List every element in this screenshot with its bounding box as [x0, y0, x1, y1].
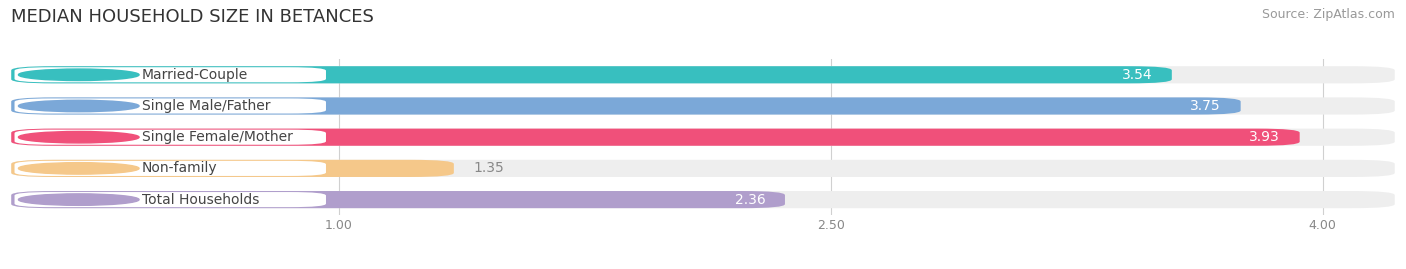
Circle shape — [18, 163, 139, 174]
FancyBboxPatch shape — [14, 67, 326, 82]
Text: Single Female/Mother: Single Female/Mother — [142, 130, 292, 144]
FancyBboxPatch shape — [11, 66, 1395, 83]
FancyBboxPatch shape — [14, 130, 326, 145]
FancyBboxPatch shape — [11, 129, 1395, 146]
Text: MEDIAN HOUSEHOLD SIZE IN BETANCES: MEDIAN HOUSEHOLD SIZE IN BETANCES — [11, 8, 374, 26]
Circle shape — [18, 194, 139, 205]
Circle shape — [18, 100, 139, 112]
Text: 1.35: 1.35 — [474, 161, 505, 175]
FancyBboxPatch shape — [14, 98, 326, 114]
Text: Source: ZipAtlas.com: Source: ZipAtlas.com — [1261, 8, 1395, 21]
Circle shape — [18, 69, 139, 80]
FancyBboxPatch shape — [14, 192, 326, 207]
Text: 3.75: 3.75 — [1191, 99, 1220, 113]
FancyBboxPatch shape — [11, 160, 1395, 177]
FancyBboxPatch shape — [14, 161, 326, 176]
FancyBboxPatch shape — [11, 191, 785, 208]
FancyBboxPatch shape — [11, 97, 1395, 115]
FancyBboxPatch shape — [11, 66, 1171, 83]
FancyBboxPatch shape — [11, 129, 1299, 146]
Text: Married-Couple: Married-Couple — [142, 68, 247, 82]
Circle shape — [18, 132, 139, 143]
Text: 3.93: 3.93 — [1250, 130, 1279, 144]
FancyBboxPatch shape — [11, 97, 1240, 115]
Text: 3.54: 3.54 — [1122, 68, 1152, 82]
Text: Total Households: Total Households — [142, 193, 259, 207]
FancyBboxPatch shape — [11, 160, 454, 177]
Text: Non-family: Non-family — [142, 161, 218, 175]
FancyBboxPatch shape — [11, 191, 1395, 208]
Text: Single Male/Father: Single Male/Father — [142, 99, 270, 113]
Text: 2.36: 2.36 — [734, 193, 765, 207]
